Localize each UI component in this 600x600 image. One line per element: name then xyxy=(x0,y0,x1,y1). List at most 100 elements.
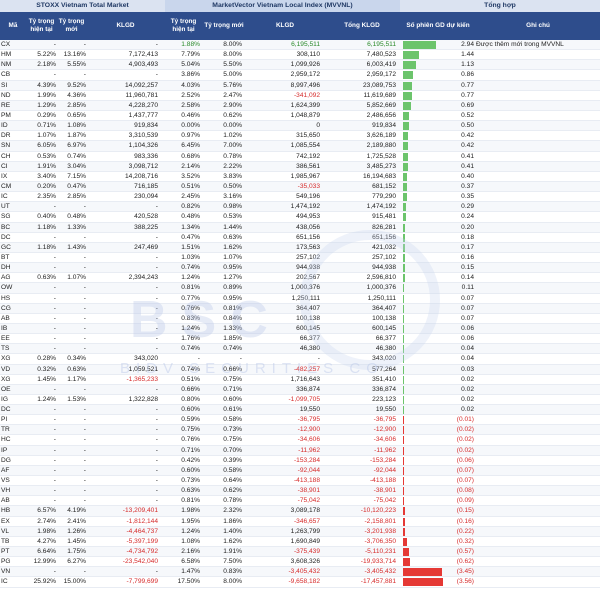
cell-k2: 1,000,376 xyxy=(290,284,320,292)
sessions-bar xyxy=(403,233,406,242)
cell-ma: XG xyxy=(1,355,11,363)
cell-w4: 1.40% xyxy=(223,527,242,535)
sessions-bar xyxy=(403,172,408,181)
sessions-bar-track xyxy=(403,365,443,375)
cell-ma: HC xyxy=(1,436,11,444)
cell-w3: 0.83% xyxy=(181,314,200,322)
cell-sessions: (0.22) xyxy=(456,527,474,535)
sessions-bar-track xyxy=(403,70,443,80)
cell-k2: 742,192 xyxy=(296,152,320,160)
cell-tk: -3,706,350 xyxy=(364,537,396,545)
cell-w3: 0.73% xyxy=(181,477,200,485)
cell-sessions: (0.02) xyxy=(456,446,474,454)
cell-w2: 13.16% xyxy=(63,51,86,59)
sessions-bar xyxy=(403,324,404,333)
table-row: VD 0.32% 0.63% 1,059,521 0.74% 0.66% -482,257 5… xyxy=(0,364,600,375)
cell-k2: -346,657 xyxy=(293,517,320,525)
cell-k2: 1,263,799 xyxy=(290,527,320,535)
sessions-bar xyxy=(403,426,404,435)
cell-k1: - xyxy=(155,497,158,505)
cell-w2: - xyxy=(83,568,86,576)
cell-ma: PI xyxy=(1,416,8,424)
cell-w4: 1.85% xyxy=(223,335,242,343)
cell-k2: 8,997,496 xyxy=(290,81,320,89)
cell-w1: 0.71% xyxy=(37,122,56,130)
cell-k2: 46,380 xyxy=(299,345,320,353)
table-row: DC - - - 0.47% 0.63% 651,156 651,156 0.18 xyxy=(0,233,600,243)
cell-w2: 0.34% xyxy=(67,355,86,363)
sessions-bar-track xyxy=(403,496,443,506)
cell-w4: 5.00% xyxy=(223,71,242,79)
cell-tk: 919,834 xyxy=(372,122,396,130)
sessions-bar xyxy=(403,203,407,212)
cell-sessions: 0.04 xyxy=(461,355,474,363)
cell-k2: -92,044 xyxy=(297,466,320,474)
sessions-bar xyxy=(403,395,404,404)
cell-w1: - xyxy=(53,487,56,495)
cell-w1: 2.35% xyxy=(37,193,56,201)
cell-k1: - xyxy=(155,233,158,241)
sessions-bar xyxy=(403,274,405,283)
sessions-bar xyxy=(403,142,408,151)
table-row: HB 6.57% 4.19% -13,209,401 1.98% 2.32% 3,089,1… xyxy=(0,506,600,517)
sessions-bar-track xyxy=(403,537,443,547)
cell-w3: 2.16% xyxy=(181,548,200,556)
sessions-bar xyxy=(403,81,412,90)
cell-k2: 6,195,511 xyxy=(291,41,320,48)
cell-sessions: 0.86 xyxy=(461,71,474,79)
cell-w2: 1.43% xyxy=(67,243,86,251)
cell-w3: 0.47% xyxy=(181,233,200,241)
cell-k1: 4,903,493 xyxy=(128,61,158,69)
cell-ma: CX xyxy=(1,41,11,48)
cell-w4: 2.32% xyxy=(223,507,242,515)
cell-k1: 716,185 xyxy=(134,182,158,190)
cell-ma: AG xyxy=(1,274,11,282)
sessions-bar xyxy=(403,507,405,516)
cell-tk: -153,284 xyxy=(369,456,396,464)
sessions-bar xyxy=(403,558,410,567)
cell-sessions: 0.07 xyxy=(461,294,474,302)
cell-w1: 1.07% xyxy=(37,132,56,140)
cell-w3: 0.76% xyxy=(181,304,200,312)
cell-w4: 0.58% xyxy=(223,416,242,424)
cell-k1: 420,528 xyxy=(134,213,158,221)
sessions-bar xyxy=(403,456,404,465)
table-row: RE 1.29% 2.85% 4,228,270 2.58% 2.90% 1,624,399… xyxy=(0,100,600,111)
cell-w4: 0.78% xyxy=(223,152,242,160)
cell-ma: AF xyxy=(1,466,10,474)
cell-k1: 3,098,712 xyxy=(128,162,158,170)
cell-k2: -11,962 xyxy=(298,446,320,454)
sessions-bar xyxy=(403,497,404,506)
cell-tk: -92,044 xyxy=(373,466,396,474)
cell-sessions: (0.57) xyxy=(456,548,474,556)
sessions-bar xyxy=(403,284,405,293)
cell-ma: RE xyxy=(1,101,11,109)
table-row: AB - - - 0.83% 0.84% 100,138 100,138 0.07 xyxy=(0,314,600,324)
cell-w2: 1.07% xyxy=(67,274,86,282)
cell-w4: 0.89% xyxy=(223,284,242,292)
cell-k1: -1,365,233 xyxy=(126,375,158,383)
cell-ma: EE xyxy=(1,335,10,343)
cell-w3: 7.79% xyxy=(181,51,200,59)
cell-ma: IX xyxy=(1,172,8,180)
cell-tk: 100,138 xyxy=(372,314,396,322)
sessions-bar-track xyxy=(403,567,443,577)
sessions-bar-track xyxy=(403,101,443,111)
table-row: BC 1.18% 1.33% 388,225 1.34% 1.44% 438,056 826,… xyxy=(0,222,600,233)
cell-w3: 4.03% xyxy=(181,81,200,89)
cell-tk: -17,457,881 xyxy=(360,578,396,586)
sessions-bar xyxy=(403,51,420,60)
cell-w3: 1.47% xyxy=(181,568,200,576)
cell-k2: 1,716,643 xyxy=(290,375,320,383)
cell-w3: 1.51% xyxy=(181,243,200,251)
cell-w2: - xyxy=(83,294,86,302)
cell-w1: 0.29% xyxy=(37,111,56,119)
cell-w1: - xyxy=(53,406,56,414)
cell-k1: -1,812,144 xyxy=(126,517,158,525)
cell-sessions: 0.35 xyxy=(461,193,474,201)
cell-k1: 1,322,828 xyxy=(128,395,158,403)
cell-w1: 6.05% xyxy=(37,142,56,150)
sessions-bar xyxy=(403,568,442,577)
cell-ma: IB xyxy=(1,324,8,332)
sessions-bar-track xyxy=(403,40,443,50)
